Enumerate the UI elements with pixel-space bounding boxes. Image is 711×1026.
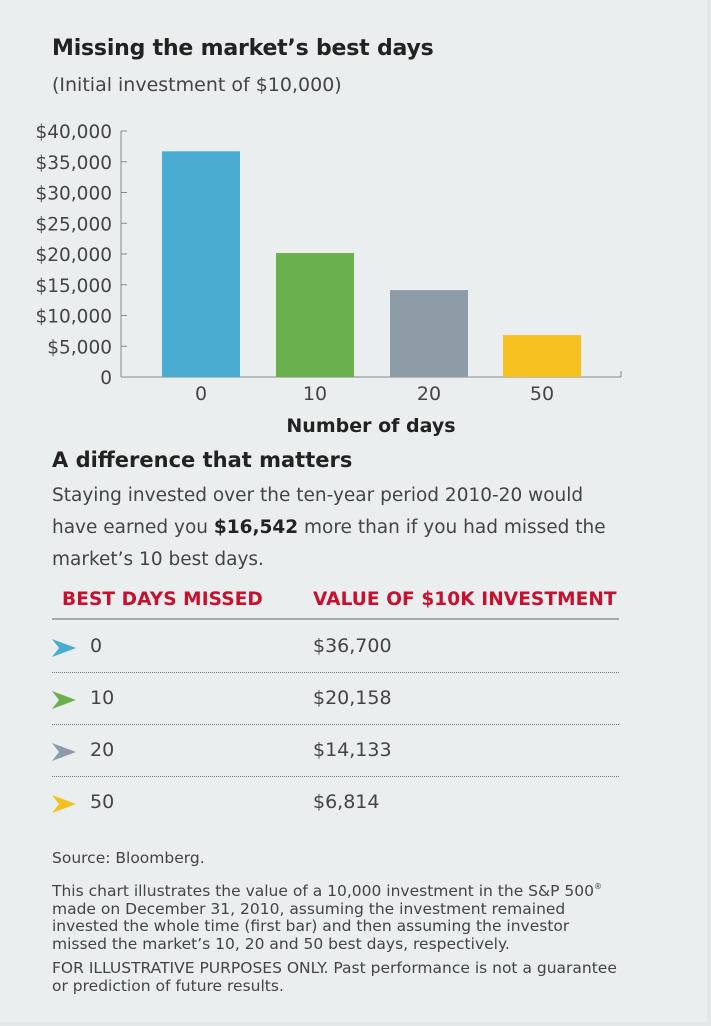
triangle-arrow-icon (52, 639, 76, 657)
days-missed-cell: 20 (90, 739, 115, 761)
section-paragraph: Staying invested over the ten-year perio… (52, 480, 622, 576)
bar-20-days (390, 290, 468, 377)
chart-subtitle: (Initial investment of $10,000) (52, 74, 342, 96)
y-tick-label: $40,000 (35, 122, 112, 143)
investment-value-cell: $6,814 (313, 791, 380, 813)
row-dotted-divider (52, 672, 619, 673)
column-header-days: BEST DAYS MISSED (62, 589, 263, 610)
days-missed-cell: 50 (90, 791, 115, 813)
days-missed-cell: 10 (90, 687, 115, 709)
y-tick-label: $25,000 (35, 214, 112, 235)
paragraph-highlight-amount: $16,542 (213, 517, 299, 538)
y-tick-label: $15,000 (35, 276, 112, 297)
row-dotted-divider (52, 724, 619, 725)
bar-10-days (276, 253, 354, 377)
x-tick-label: 50 (530, 383, 554, 405)
page-frame-right (707, 0, 711, 1026)
explanation-text-start: This chart illustrates the value of a 10… (52, 882, 594, 900)
chart-title: Missing the market’s best days (52, 36, 434, 61)
y-tick-label: $20,000 (35, 245, 112, 266)
y-tick-label: $5,000 (47, 337, 112, 358)
chart-explanation: This chart illustrates the value of a 10… (52, 878, 622, 953)
investment-value-cell: $36,700 (313, 635, 392, 657)
source-note: Source: Bloomberg. (52, 849, 205, 867)
registered-mark: ® (593, 882, 602, 891)
table-row: 10 $20,158 (52, 673, 619, 725)
x-axis-label: Number of days (286, 415, 455, 437)
investment-value-cell: $20,158 (313, 687, 392, 709)
y-tick-label: $35,000 (35, 153, 112, 174)
disclaimer: FOR ILLUSTRATIVE PURPOSES ONLY. Past per… (52, 959, 617, 995)
bar-50-days (503, 335, 581, 377)
x-tick-label: 0 (195, 383, 207, 405)
x-tick-label: 10 (303, 383, 327, 405)
y-tick-label: $30,000 (35, 184, 112, 205)
table-row: 0 $36,700 (52, 621, 619, 673)
y-tick-label: 0 (100, 368, 112, 389)
explanation-text-end: made on December 31, 2010, assuming the … (52, 899, 570, 953)
column-header-value: VALUE OF $10K INVESTMENT (313, 589, 617, 610)
bar-0-days (162, 151, 240, 377)
y-tick-label: $10,000 (35, 307, 112, 328)
row-dotted-divider (52, 776, 619, 777)
triangle-arrow-icon (52, 795, 76, 813)
table-row: 50 $6,814 (52, 777, 619, 829)
page-frame-bottom (0, 1022, 711, 1026)
triangle-arrow-icon (52, 691, 76, 709)
table-header-divider (52, 618, 619, 620)
paragraph-text-end: more than if you had missed the market’s… (52, 517, 606, 570)
paragraph-text-start: Staying invested over the ten-year perio… (52, 485, 584, 538)
bar-chart: 0 $5,000 $10,000 $15,000 $20,000 $25,000 $30,0… (35, 122, 622, 437)
triangle-arrow-icon (52, 743, 76, 761)
days-missed-cell: 0 (90, 635, 103, 657)
investment-value-cell: $14,133 (313, 739, 392, 761)
table-row: 20 $14,133 (52, 725, 619, 777)
section-heading: A difference that matters (52, 448, 353, 472)
x-tick-label: 20 (417, 383, 441, 405)
